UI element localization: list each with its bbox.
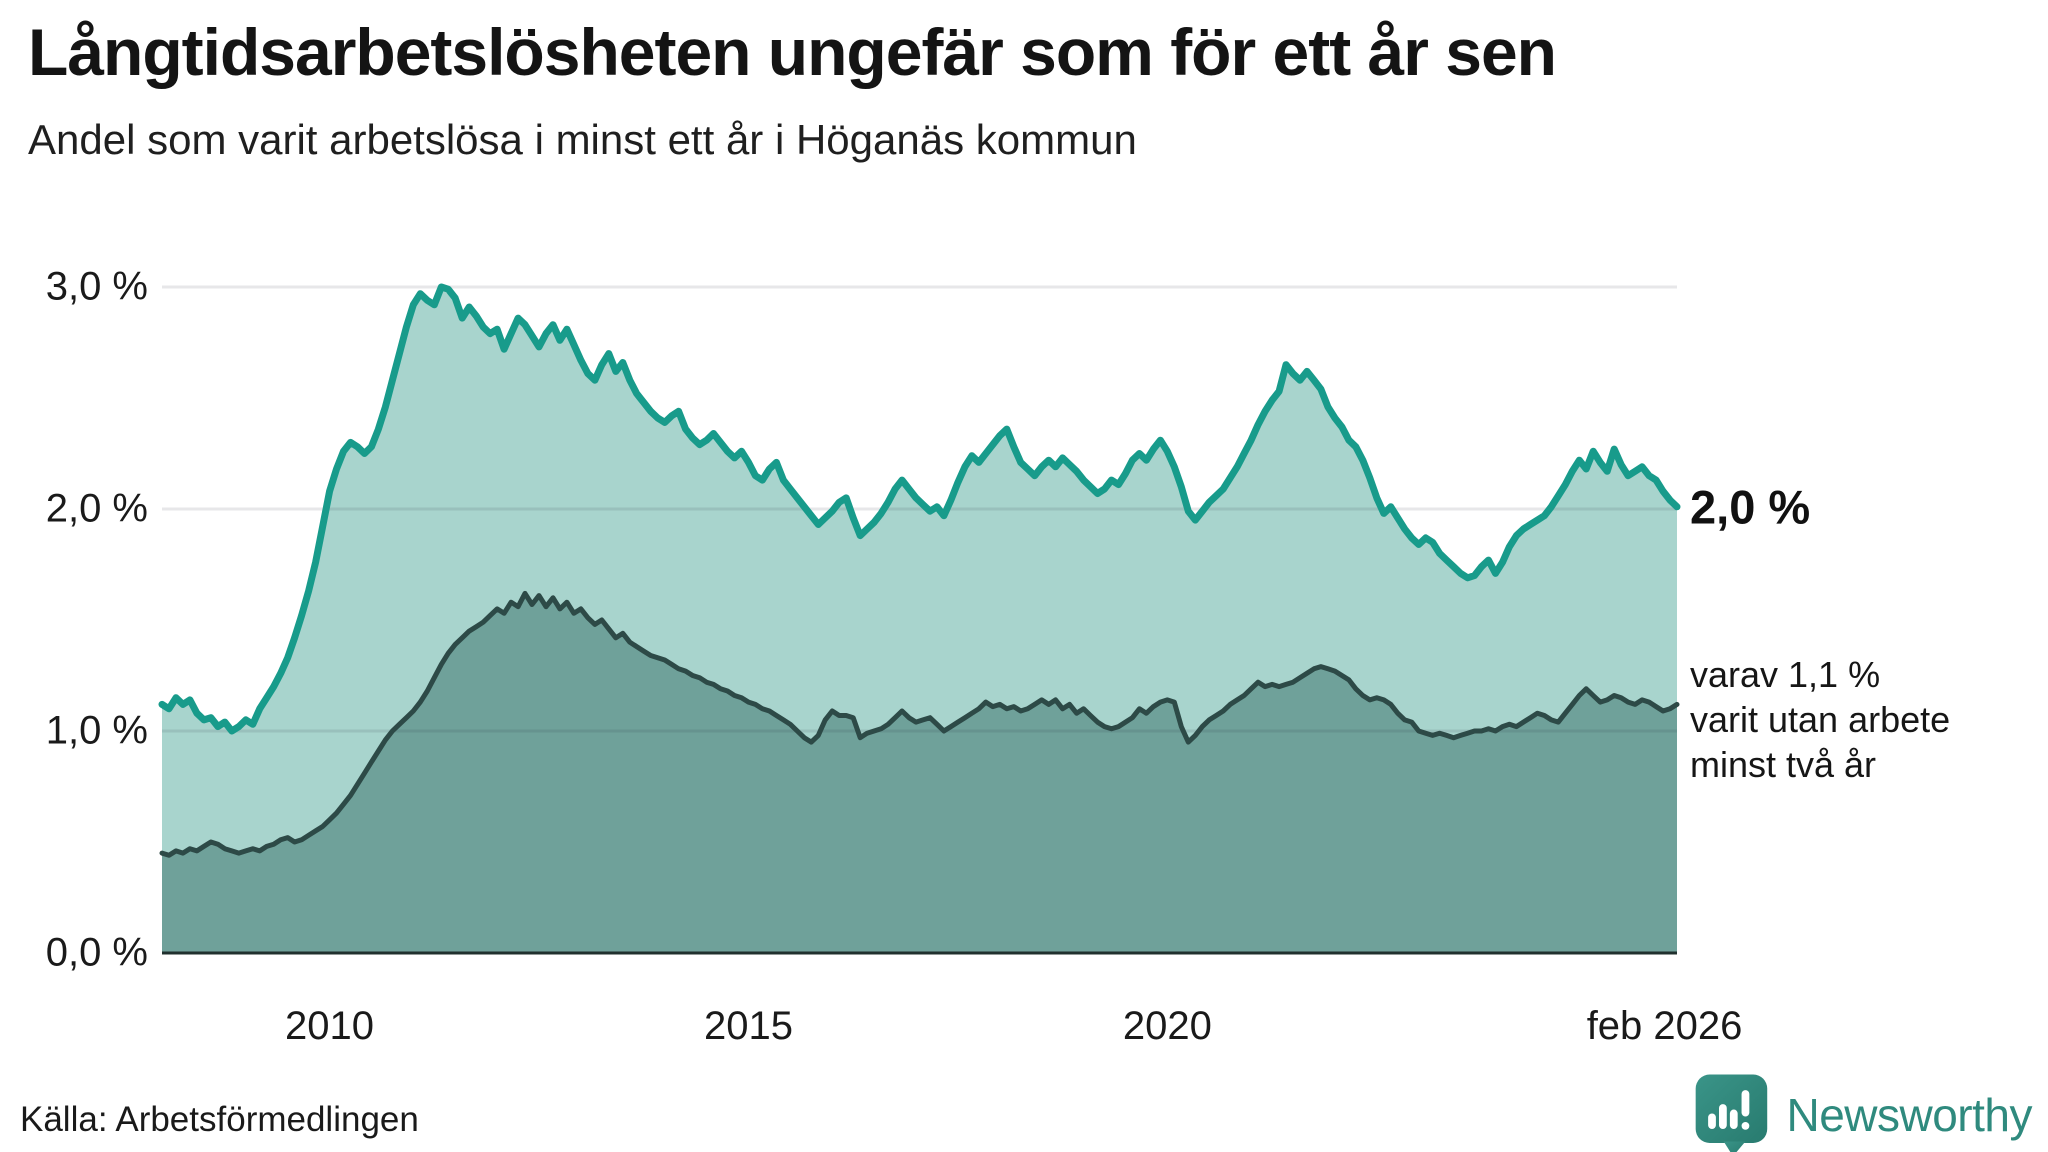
annotation-line: varit utan arbete [1690,699,1951,741]
y-tick-label: 2,0 % [45,486,148,531]
x-tick-label: 2020 [1122,1004,1212,1048]
series-end-value-label: 2,0 % [1690,480,1811,534]
series-min-two-years-line [159,590,1680,858]
x-tick-label: 2010 [285,1004,375,1048]
brand-logo: Newsworthy [1694,1074,2032,1152]
x-tick-label: 2015 [703,1004,793,1048]
x-tick-label: feb 2026 [1586,1004,1743,1048]
annotation-line: varav 1,1 % [1690,654,1881,696]
annotation-line: minst två år [1690,744,1877,786]
y-tick-label: 3,0 % [45,264,148,309]
series-min-two-years-area [162,593,1677,953]
chart-subtitle: Andel som varit arbetslösa i minst ett å… [28,116,1137,163]
y-tick-label: 1,0 % [45,708,148,753]
source-note: Källa: Arbetsförmedlingen [20,1100,419,1139]
y-tick-label: 0,0 % [45,930,148,975]
series-min-one-year-line [158,283,1681,735]
newsworthy-icon [1696,1074,1768,1152]
page-title: Långtidsarbetslösheten ungefär som för e… [28,15,1557,89]
series-end-annotation: varav 1,1 % varit utan arbete minst två … [1690,652,1950,787]
brand-wordmark: Newsworthy [1786,1089,2032,1141]
